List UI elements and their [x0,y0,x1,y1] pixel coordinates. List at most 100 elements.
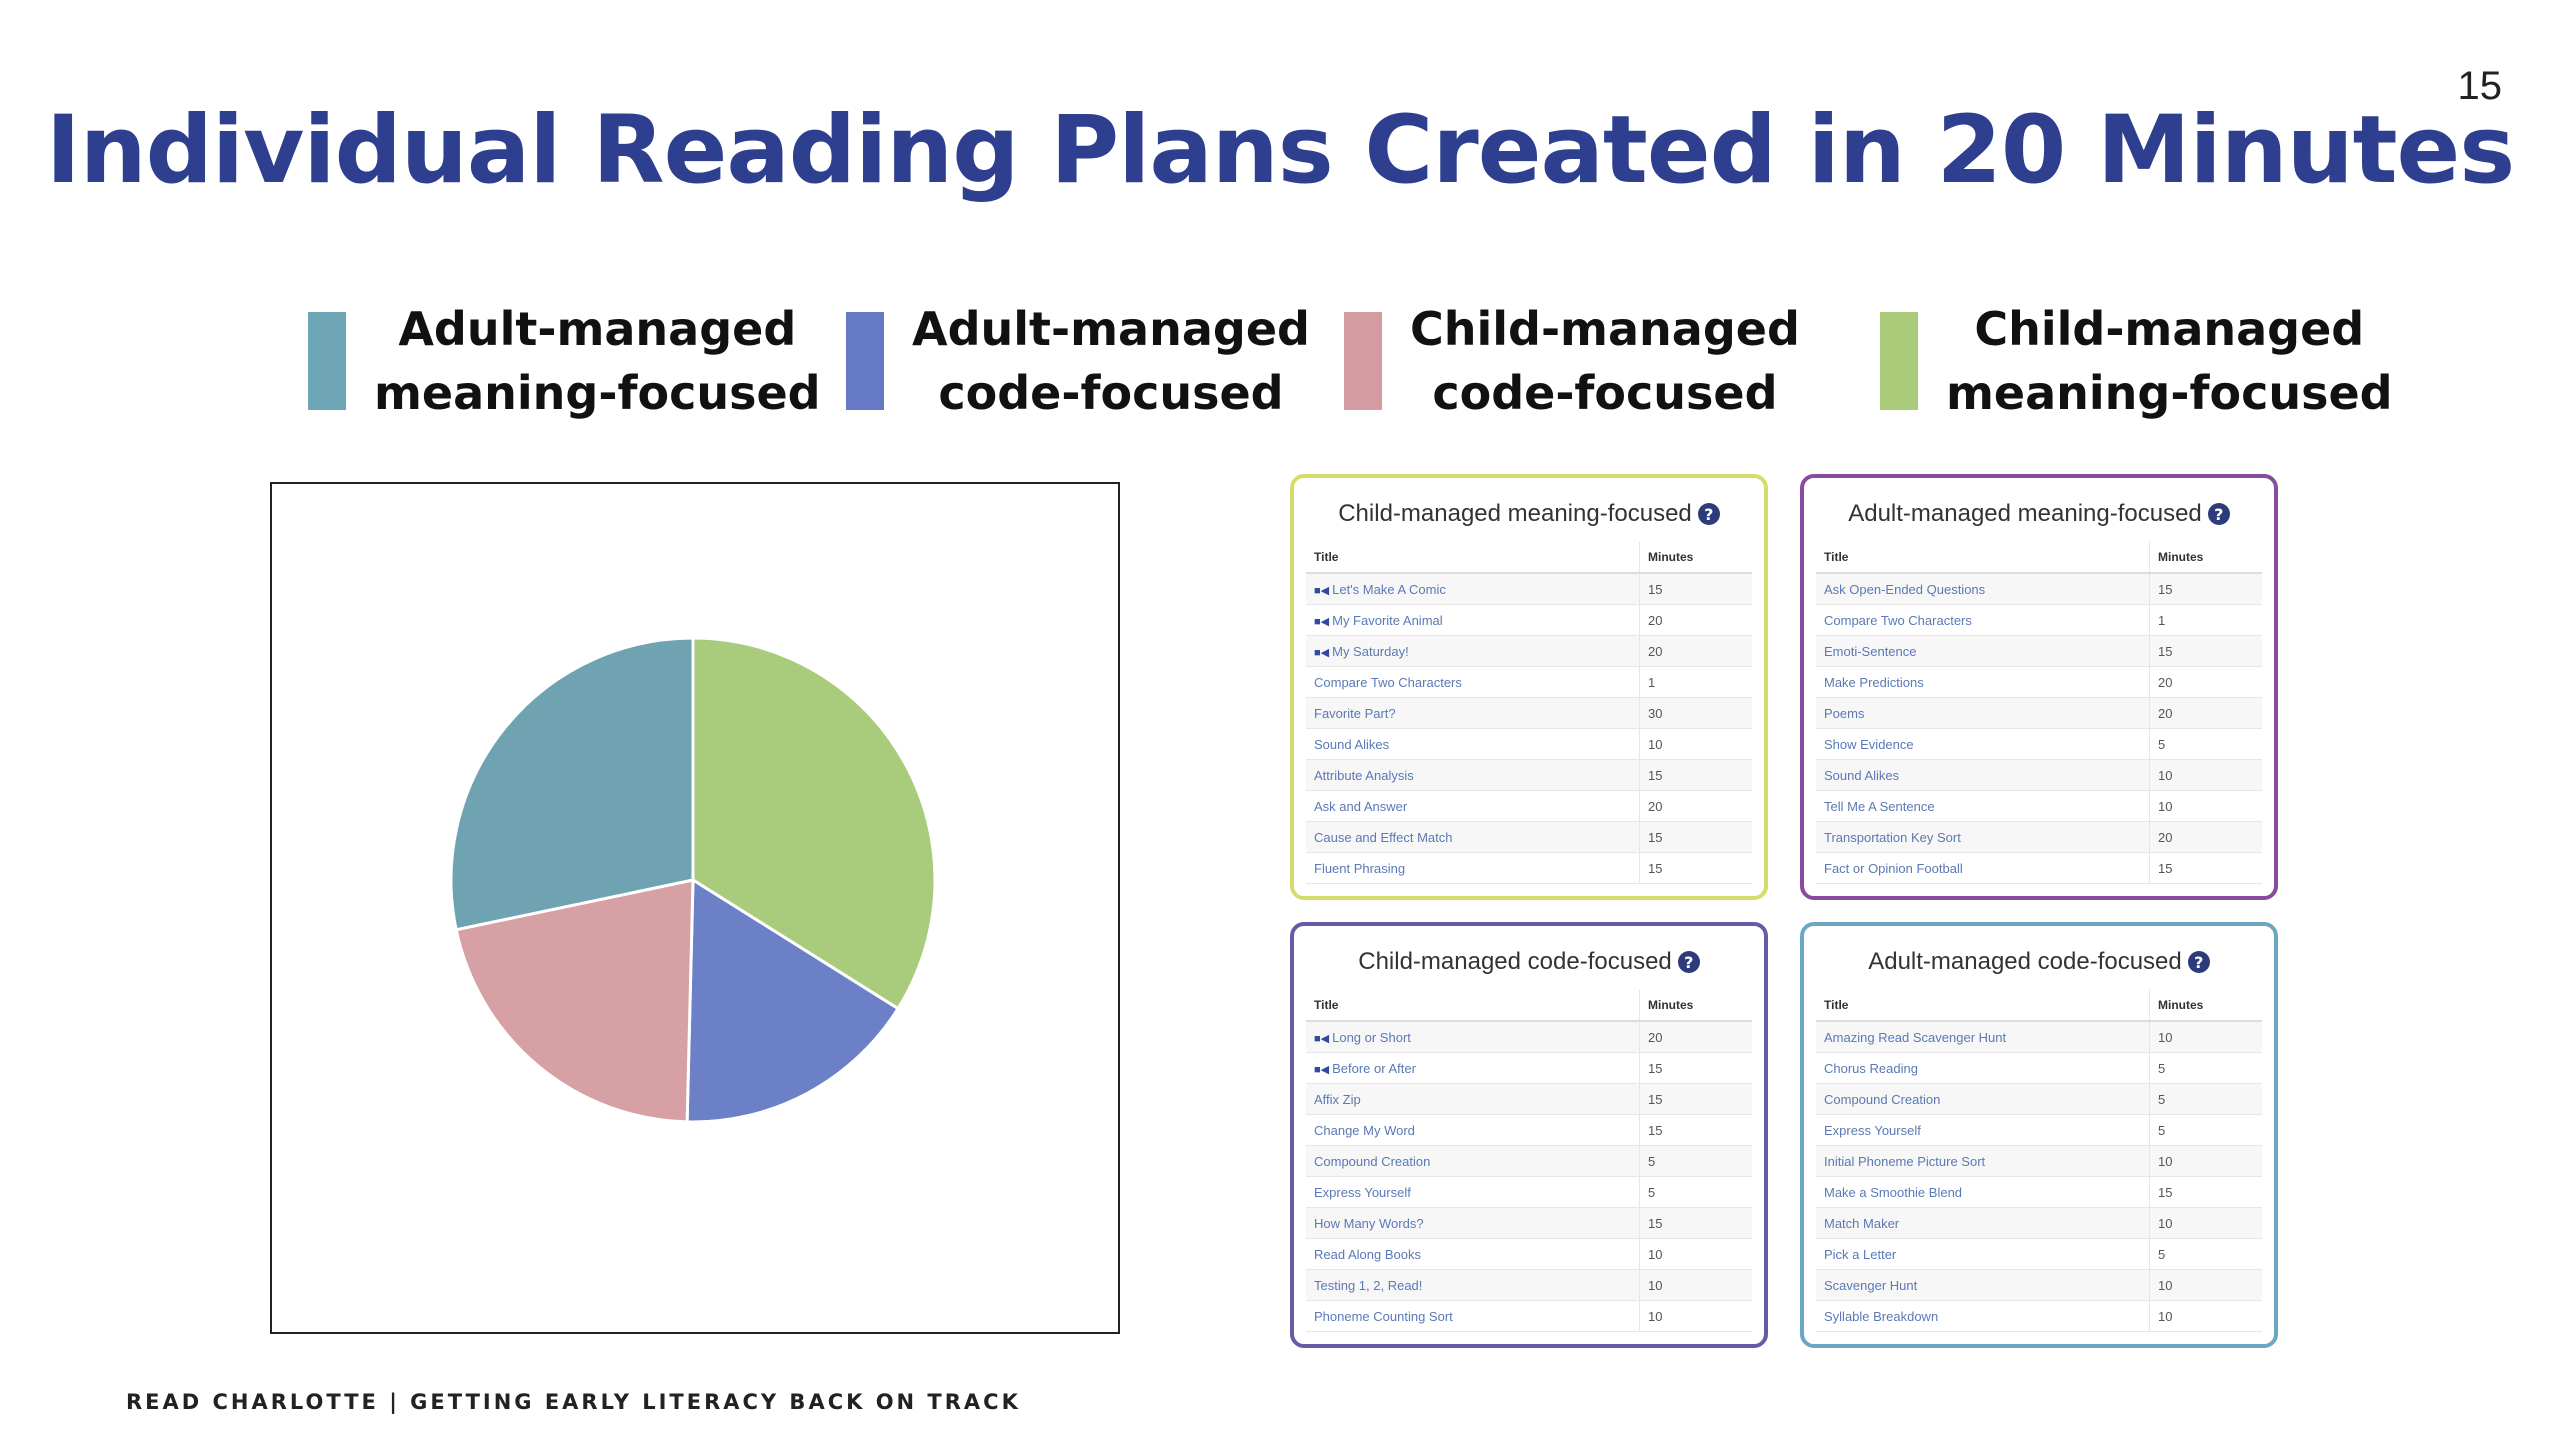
activity-link[interactable]: Compound Creation [1314,1153,1431,1169]
activity-link[interactable]: Change My Word [1314,1122,1415,1138]
activity-link[interactable]: Emoti-Sentence [1824,643,1917,659]
activity-link[interactable]: Affix Zip [1314,1091,1361,1107]
activity-title-cell[interactable]: Change My Word [1306,1114,1640,1146]
activity-title-cell[interactable]: Fact or Opinion Football [1816,852,2150,884]
activity-link[interactable]: Compare Two Characters [1314,674,1462,690]
activity-title-cell[interactable]: How Many Words? [1306,1207,1640,1239]
activity-link[interactable]: Ask and Answer [1314,798,1408,814]
activity-title-cell[interactable]: Express Yourself [1306,1176,1640,1208]
activity-link[interactable]: Make a Smoothie Blend [1824,1184,1963,1200]
legend-label: Child-managed meaning-focused [1946,302,2393,420]
table-row: Chorus Reading 5 [1816,1052,2262,1084]
activity-title-cell[interactable]: Tell Me A Sentence [1816,790,2150,822]
help-icon[interactable]: ? [1697,503,1720,525]
activity-title-cell[interactable]: Favorite Part? [1306,697,1640,729]
pie-chart-frame [270,482,1120,1334]
activity-title-cell[interactable]: Compound Creation [1306,1145,1640,1177]
activity-title-cell[interactable]: Match Maker [1816,1207,2150,1239]
activity-title-cell[interactable]: Emoti-Sentence [1816,635,2150,667]
activity-link[interactable]: Match Maker [1824,1215,1900,1231]
activity-link[interactable]: Pick a Letter [1824,1246,1897,1262]
activity-title-cell[interactable]: ■◀ My Saturday! [1306,635,1640,667]
legend-swatch [1344,312,1382,410]
activity-title-cell[interactable]: Chorus Reading [1816,1052,2150,1084]
activity-link[interactable]: Express Yourself [1824,1122,1921,1138]
activity-link[interactable]: How Many Words? [1314,1215,1424,1231]
activity-title-cell[interactable]: Attribute Analysis [1306,759,1640,791]
activity-link[interactable]: Syllable Breakdown [1824,1308,1939,1324]
activity-title-cell[interactable]: Fluent Phrasing [1306,852,1640,884]
activity-link[interactable]: Cause and Effect Match [1314,829,1453,845]
activity-title-cell[interactable]: Affix Zip [1306,1083,1640,1115]
activity-title-cell[interactable]: Make Predictions [1816,666,2150,698]
activity-title-cell[interactable]: Sound Alikes [1816,759,2150,791]
table-row: Attribute Analysis 15 [1306,759,1752,791]
activity-title-cell[interactable]: Sound Alikes [1306,728,1640,760]
help-icon[interactable]: ? [1677,951,1700,973]
activity-title-cell[interactable]: Express Yourself [1816,1114,2150,1146]
activity-title-cell[interactable]: Read Along Books [1306,1238,1640,1270]
activity-title-cell[interactable]: Compare Two Characters [1816,604,2150,636]
activity-link[interactable]: Tell Me A Sentence [1824,798,1935,814]
activity-link[interactable]: My Favorite Animal [1332,612,1443,628]
slide-title: Individual Reading Plans Created in 20 M… [45,96,2516,205]
minutes-cell: 5 [2149,728,2262,760]
activity-link[interactable]: Attribute Analysis [1314,767,1414,783]
activity-link[interactable]: Chorus Reading [1824,1060,1918,1076]
activity-link[interactable]: Let's Make A Comic [1332,581,1446,597]
activity-title-cell[interactable]: Pick a Letter [1816,1238,2150,1270]
activity-link[interactable]: Before or After [1332,1060,1416,1076]
activity-title-cell[interactable]: Compound Creation [1816,1083,2150,1115]
activity-link[interactable]: Sound Alikes [1824,767,1900,783]
activity-link[interactable]: My Saturday! [1332,643,1409,659]
activity-link[interactable]: Poems [1824,705,1865,721]
help-icon[interactable]: ? [2187,951,2210,973]
activity-link[interactable]: Show Evidence [1824,736,1914,752]
activity-link[interactable]: Make Predictions [1824,674,1924,690]
table-row: Compare Two Characters 1 [1306,666,1752,698]
activity-link[interactable]: Initial Phoneme Picture Sort [1824,1153,1986,1169]
activity-link[interactable]: Read Along Books [1314,1246,1421,1262]
activity-link[interactable]: Fluent Phrasing [1314,860,1406,876]
activity-link[interactable]: Testing 1, 2, Read! [1314,1277,1423,1293]
help-icon[interactable]: ? [2207,503,2230,525]
activity-title-cell[interactable]: Phoneme Counting Sort [1306,1300,1640,1332]
table-row: ■◀ My Favorite Animal 20 [1306,604,1752,636]
table-row: Emoti-Sentence 15 [1816,635,2262,667]
activity-title-cell[interactable]: Poems [1816,697,2150,729]
activity-link[interactable]: Scavenger Hunt [1824,1277,1918,1293]
activity-link[interactable]: Favorite Part? [1314,705,1396,721]
activity-title-cell[interactable]: Syllable Breakdown [1816,1300,2150,1332]
activity-link[interactable]: Transportation Key Sort [1824,829,1961,845]
activity-link[interactable]: Express Yourself [1314,1184,1411,1200]
activity-link[interactable]: Ask Open-Ended Questions [1824,581,1986,597]
minutes-cell: 15 [2149,635,2262,667]
activity-title-cell[interactable]: ■◀ Long or Short [1306,1021,1640,1053]
activity-title-cell[interactable]: Make a Smoothie Blend [1816,1176,2150,1208]
activity-title-cell[interactable]: Amazing Read Scavenger Hunt [1816,1021,2150,1053]
activity-link[interactable]: Compound Creation [1824,1091,1941,1107]
minutes-cell: 10 [2149,790,2262,822]
activity-title-cell[interactable]: ■◀ My Favorite Animal [1306,604,1640,636]
activity-title-cell[interactable]: Ask Open-Ended Questions [1816,573,2150,605]
minutes-cell: 20 [2149,697,2262,729]
activity-link[interactable]: Long or Short [1332,1029,1411,1045]
activity-title-cell[interactable]: Show Evidence [1816,728,2150,760]
activity-title-cell[interactable]: Initial Phoneme Picture Sort [1816,1145,2150,1177]
minutes-cell: 10 [2149,759,2262,791]
activity-link[interactable]: Compare Two Characters [1824,612,1972,628]
activity-link[interactable]: Amazing Read Scavenger Hunt [1824,1029,2007,1045]
activity-title-cell[interactable]: Ask and Answer [1306,790,1640,822]
activity-title-cell[interactable]: Transportation Key Sort [1816,821,2150,853]
activity-title-cell[interactable]: Compare Two Characters [1306,666,1640,698]
activity-link[interactable]: Sound Alikes [1314,736,1390,752]
activity-title-cell[interactable]: Cause and Effect Match [1306,821,1640,853]
minutes-cell: 1 [1639,666,1752,698]
legend-item-child-meaning: Child-managed meaning-focused [1880,296,2393,426]
activity-title-cell[interactable]: Scavenger Hunt [1816,1269,2150,1301]
activity-link[interactable]: Phoneme Counting Sort [1314,1308,1453,1324]
activity-title-cell[interactable]: ■◀ Before or After [1306,1052,1640,1084]
activity-title-cell[interactable]: ■◀ Let's Make A Comic [1306,573,1640,605]
activity-title-cell[interactable]: Testing 1, 2, Read! [1306,1269,1640,1301]
activity-link[interactable]: Fact or Opinion Football [1824,860,1963,876]
